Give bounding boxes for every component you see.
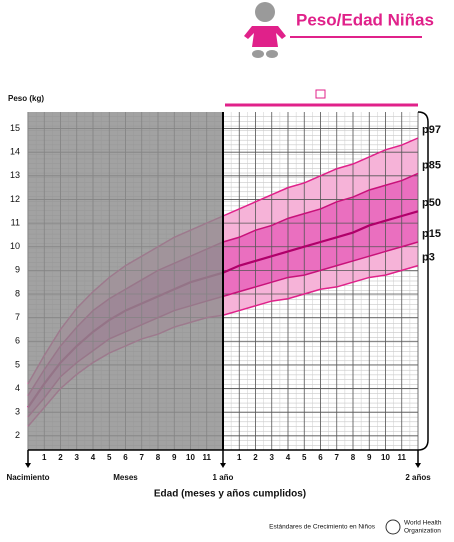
x-tick-label: 8 — [156, 453, 161, 462]
y-tick-label: 4 — [15, 383, 20, 393]
y-tick-label: 10 — [10, 241, 20, 251]
legend-label: p15 — [422, 228, 441, 240]
x-tick-label: 4 — [91, 453, 96, 462]
y-tick-label: 12 — [10, 194, 20, 204]
who-logo — [385, 519, 401, 535]
y-tick-label: 9 — [15, 265, 20, 275]
x-tick-label: 5 — [107, 453, 112, 462]
x-tick-label: 2 — [253, 453, 258, 462]
y-axis-label: Peso (kg) — [8, 94, 44, 103]
y-tick-label: 5 — [15, 359, 20, 369]
y-tick-label: 2 — [15, 430, 20, 440]
y-tick-label: 15 — [10, 123, 20, 133]
legend-label: p50 — [422, 197, 441, 209]
y-tick-label: 3 — [15, 407, 20, 417]
x-tick-label: 1 — [237, 453, 242, 462]
legend-label: p97 — [422, 124, 441, 136]
arrow-head — [415, 463, 421, 468]
x-axis-label: Edad (meses y años cumplidos) — [154, 489, 306, 500]
annotation: Meses — [113, 473, 138, 482]
baby-icon — [244, 2, 286, 58]
chart-title: Peso/Edad Niñas — [296, 10, 434, 29]
y-tick-label: 13 — [10, 170, 20, 180]
organization: Organization — [404, 528, 441, 535]
y-tick-label: 8 — [15, 288, 20, 298]
organization: World Health — [404, 520, 442, 527]
x-tick-label: 11 — [203, 453, 212, 462]
x-tick-label: 5 — [302, 453, 307, 462]
x-tick-label: 9 — [367, 453, 372, 462]
y-tick-label: 7 — [15, 312, 20, 322]
scroll-icon[interactable] — [315, 89, 326, 99]
arrow-head — [220, 463, 226, 468]
arrow-head — [25, 463, 31, 468]
x-tick-label: 6 — [318, 453, 323, 462]
x-tick-label: 7 — [140, 453, 145, 462]
x-tick-label: 1 año — [213, 473, 234, 482]
x-tick-label: 3 — [270, 453, 275, 462]
x-tick-label: 9 — [172, 453, 177, 462]
x-tick-label: 10 — [186, 453, 195, 462]
x-tick-label: 8 — [351, 453, 356, 462]
x-tick-label: 1 — [42, 453, 47, 462]
x-tick-label: 11 — [398, 453, 407, 462]
legend-label: p85 — [422, 159, 441, 171]
x-tick-label: 2 — [58, 453, 63, 462]
x-tick-label: 6 — [123, 453, 128, 462]
y-tick-label: 11 — [11, 217, 20, 227]
x-tick-label: 7 — [335, 453, 340, 462]
bracket — [417, 111, 429, 451]
x-tick-label: 3 — [75, 453, 80, 462]
y-tick-label: 6 — [15, 336, 20, 346]
y-tick-label: 14 — [10, 147, 20, 157]
x-tick-label: 4 — [286, 453, 291, 462]
footer: Estándares de Crecimiento en Niños — [269, 524, 376, 531]
inactive-overlay — [28, 112, 223, 450]
x-tick-label: 10 — [381, 453, 390, 462]
x-tick-label: Nacimiento — [6, 473, 49, 482]
x-tick-label: 2 años — [405, 473, 431, 482]
